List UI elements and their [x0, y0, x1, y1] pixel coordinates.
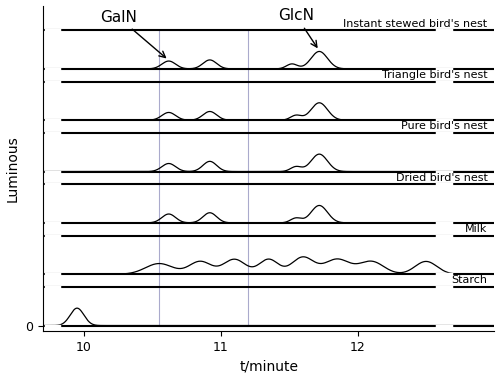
Text: Triangle bird's nest: Triangle bird's nest	[382, 70, 488, 80]
Text: Pure bird's nest: Pure bird's nest	[401, 121, 488, 132]
Text: Dried bird's nest: Dried bird's nest	[396, 173, 488, 183]
Bar	[159, 30, 248, 326]
Text: Instant stewed bird's nest: Instant stewed bird's nest	[344, 19, 488, 29]
Text: GlcN: GlcN	[278, 8, 317, 47]
Text: GalN: GalN	[100, 9, 166, 58]
Text: Milk: Milk	[465, 224, 487, 234]
Text: Starch: Starch	[452, 276, 488, 285]
Y-axis label: Luminous: Luminous	[6, 135, 20, 202]
X-axis label: t/minute: t/minute	[239, 359, 298, 373]
